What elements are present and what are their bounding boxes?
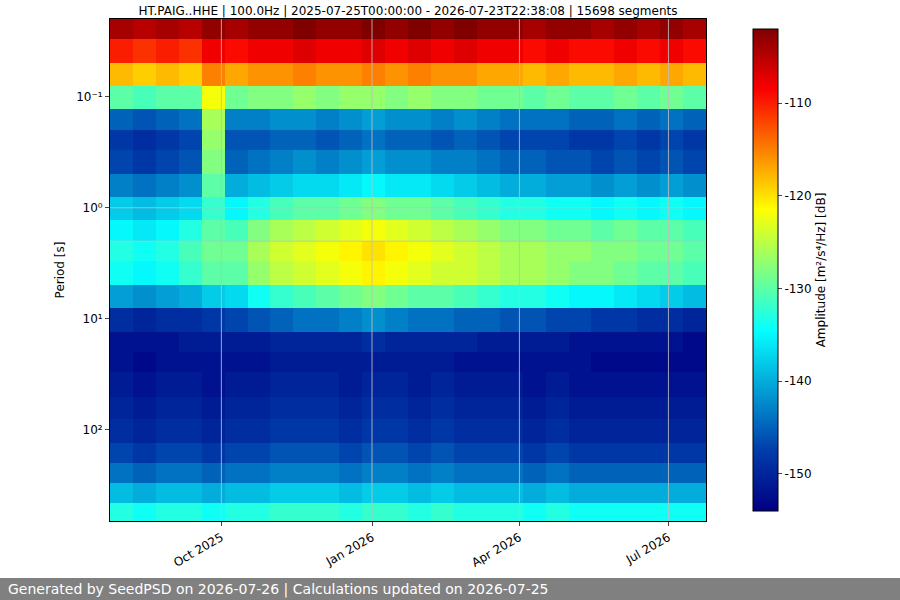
svg-text:Jan 2026: Jan 2026 (323, 530, 377, 569)
html-text:Generated by SeedPSD on 2026-0: Generated by SeedPSD on 2026-07-26 | Cal… (8, 581, 549, 597)
svg-text:10⁻¹: 10⁻¹ (76, 90, 103, 104)
svg-text:-140: -140 (784, 374, 811, 388)
svg-text:-120: -120 (784, 189, 811, 203)
svg-text:Amplitude [m²/s⁴/Hz] [dB]: Amplitude [m²/s⁴/Hz] [dB] (814, 193, 828, 348)
svg-text:10²: 10² (83, 423, 103, 437)
svg-text:Period [s]: Period [s] (53, 242, 67, 299)
svg-text:Jul 2026: Jul 2026 (623, 530, 673, 567)
svg-text:10⁰: 10⁰ (83, 201, 103, 215)
svg-text:-150: -150 (784, 467, 811, 481)
svg-text:HT.PAIG..HHE | 100.0Hz | 2025-: HT.PAIG..HHE | 100.0Hz | 2025-07-25T00:0… (139, 4, 678, 18)
svg-text:Oct 2025: Oct 2025 (171, 530, 226, 570)
svg-text:10¹: 10¹ (83, 312, 103, 326)
svg-text:-130: -130 (784, 282, 811, 296)
svg-text:-110: -110 (784, 96, 811, 110)
svg-text:Apr 2026: Apr 2026 (469, 530, 524, 570)
